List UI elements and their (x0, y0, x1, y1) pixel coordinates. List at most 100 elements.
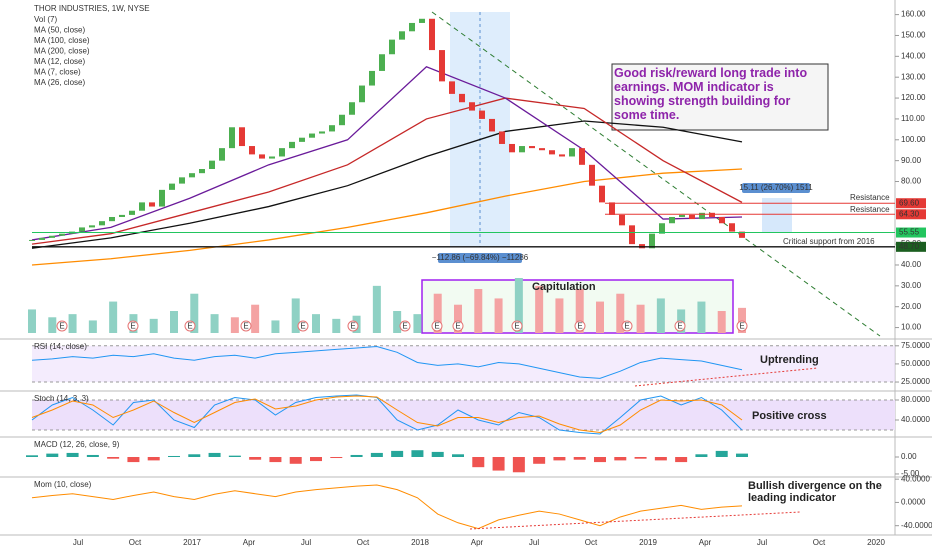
y-tick-label: 90.00 (901, 156, 922, 165)
volume-bar (413, 314, 422, 333)
y-tick-label: 40.0000 (901, 474, 930, 483)
annotation: Positive cross (752, 410, 827, 422)
candle (319, 131, 325, 134)
annotation: Capitulation (532, 281, 596, 293)
earnings-label: E (243, 322, 248, 331)
candle (39, 237, 45, 240)
histogram-bar (614, 457, 627, 461)
price-tag-label: 55.55 (899, 228, 920, 237)
candle (209, 160, 215, 169)
histogram-bar (634, 457, 647, 459)
legend-entry: MA (50, close) (34, 26, 85, 35)
candle (339, 114, 345, 126)
price-tag (896, 198, 926, 209)
trend-line (431, 11, 881, 337)
candle (129, 210, 135, 215)
x-tick-label: Oct (813, 538, 826, 547)
candle (219, 148, 225, 161)
price-tag (896, 227, 926, 238)
y-tick-label: 30.00 (901, 281, 922, 290)
histogram-bar (654, 457, 667, 461)
candle (329, 125, 335, 132)
y-tick-label: 40.00 (901, 260, 922, 269)
histogram-bar (168, 455, 180, 457)
candle (559, 154, 565, 157)
volume-bar (494, 298, 503, 333)
histogram-bar (289, 457, 302, 464)
divergence-line (634, 367, 819, 387)
histogram-bar (26, 455, 38, 457)
measure-tag (438, 253, 522, 263)
volume-bar (109, 301, 118, 333)
histogram-bar (269, 457, 282, 463)
legend-entry: MA (7, close) (34, 68, 81, 77)
candle (389, 39, 395, 55)
annotation: Uptrending (760, 354, 819, 366)
earnings-marker (297, 320, 309, 332)
candle (429, 18, 435, 51)
histogram-bar (66, 452, 79, 457)
earnings-label: E (187, 322, 192, 331)
volume-bar (575, 289, 584, 333)
volume-bar (454, 304, 462, 333)
earnings-marker (511, 320, 523, 332)
indicator-line (31, 346, 743, 379)
candle (229, 127, 235, 149)
candle (409, 22, 415, 32)
panel-title: Stoch (14, 3, 3) (34, 394, 89, 403)
volume-bar (433, 293, 442, 333)
band (32, 345, 895, 383)
x-tick-label: Jul (301, 538, 311, 547)
measure-label: −112.86 (−69.84%) −11286 (432, 253, 529, 262)
y-tick-label: 20.00 (901, 302, 922, 311)
candle (659, 223, 665, 234)
candle (449, 81, 455, 94)
volume-bar (636, 304, 645, 333)
candle (309, 133, 315, 138)
histogram-bar (736, 453, 748, 457)
histogram-bar (452, 454, 464, 457)
candle (119, 214, 125, 217)
candle (499, 131, 505, 144)
volume-bar (48, 317, 57, 333)
earnings-marker (240, 320, 252, 332)
x-tick-label: Apr (243, 538, 256, 547)
indicator-line (31, 394, 743, 435)
earnings-label: E (455, 322, 460, 331)
volume-bar (596, 301, 604, 333)
earnings-label: E (514, 322, 519, 331)
candle (609, 202, 615, 215)
candle (79, 227, 85, 232)
panel-title: Mom (10, close) (34, 480, 92, 489)
earnings-marker (674, 320, 686, 332)
candle (89, 225, 95, 228)
candle (479, 110, 485, 119)
candle (169, 183, 175, 190)
y-tick-label: 10.00 (901, 323, 922, 332)
y-tick-label: 0.00 (901, 452, 917, 461)
x-tick-label: 2020 (867, 538, 885, 547)
candle (299, 137, 305, 142)
candle (529, 146, 535, 149)
earnings-marker (184, 320, 196, 332)
legend-entry: MA (12, close) (34, 57, 85, 66)
volume-bar (372, 285, 381, 333)
earnings-label: E (434, 322, 439, 331)
annotation: Bullish divergence on the leading indica… (748, 480, 882, 504)
price-tag-label: 48.70 (899, 242, 920, 251)
volume-bar (717, 311, 726, 333)
note-box (611, 63, 829, 131)
candle (279, 148, 285, 157)
candle (679, 214, 685, 217)
measure-tag (742, 183, 810, 193)
histogram-bar (695, 454, 708, 457)
annotation: Resistance (850, 193, 890, 202)
annotation: Critical support from 2016 (783, 237, 875, 246)
candle (669, 216, 675, 224)
divergence-line (469, 511, 801, 530)
y-tick-label: 140.00 (901, 51, 926, 60)
candle (289, 141, 295, 149)
histogram-bar (411, 450, 424, 457)
x-tick-label: Apr (471, 538, 484, 547)
annotation: Resistance (850, 205, 890, 214)
